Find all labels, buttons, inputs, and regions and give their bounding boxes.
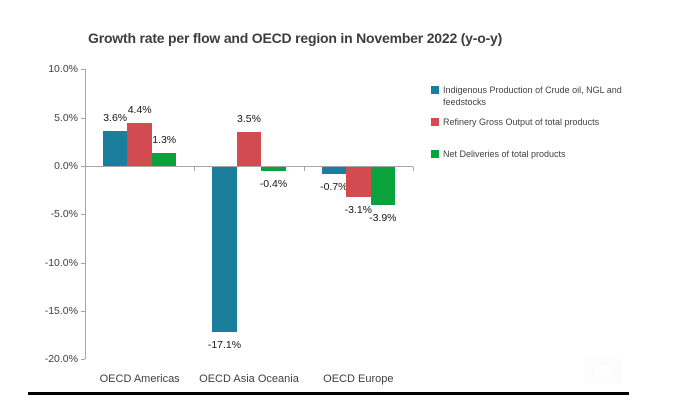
legend-label: Indigenous Production of Crude oil, NGL …	[443, 85, 622, 107]
data-label: 3.5%	[237, 113, 261, 126]
bar-series1-cat2	[346, 167, 371, 197]
data-label: 1.3%	[152, 134, 177, 147]
legend-marker-icon	[431, 118, 439, 126]
x-axis-zero-line	[85, 166, 413, 167]
y-axis-tick	[81, 311, 85, 313]
chart-title: Growth rate per flow and OECD region in …	[88, 30, 503, 46]
bar-series0-cat2	[321, 167, 347, 174]
y-axis-tick-label: -5.0%	[50, 208, 78, 221]
y-axis-tick	[81, 117, 85, 119]
legend-marker-icon	[431, 86, 439, 94]
bar-series1-cat0	[127, 123, 152, 166]
y-axis-tick-label: -15.0%	[44, 305, 78, 318]
x-axis-tick	[303, 167, 305, 171]
bar-series2-cat0	[151, 153, 177, 166]
data-label: 4.4%	[127, 104, 152, 117]
y-axis-tick	[81, 262, 85, 264]
x-axis-category-label: OECD Europe	[323, 373, 394, 385]
bar-series1-cat1	[236, 132, 262, 166]
watermark-inner	[594, 365, 612, 377]
bar-series2-cat2	[370, 167, 396, 205]
legend-label: Net Deliveries of total products	[443, 149, 566, 159]
data-label: -0.4%	[259, 177, 288, 190]
y-axis-tick-label: 10.0%	[48, 63, 78, 76]
y-axis-tick-label: -10.0%	[44, 256, 78, 269]
data-label: -3.9%	[369, 211, 397, 224]
bar-series0-cat1	[212, 167, 237, 333]
bar-series2-cat1	[261, 167, 286, 171]
legend-marker-icon	[431, 150, 439, 158]
x-axis-category-label: OECD Americas	[99, 373, 180, 385]
y-axis-tick-label: 0.0%	[54, 160, 78, 172]
legend-label: Refinery Gross Output of total products	[443, 117, 600, 127]
bar-series0-cat0	[102, 131, 128, 166]
x-axis-tick	[412, 167, 414, 171]
data-label: 3.6%	[103, 112, 128, 125]
y-axis-tick	[81, 214, 85, 216]
y-axis-tick-label: 5.0%	[54, 111, 78, 124]
data-label: -0.7%	[320, 180, 348, 193]
x-axis-tick	[194, 167, 196, 171]
watermark-box	[584, 358, 622, 384]
y-axis-tick-label: -20.0%	[44, 353, 78, 366]
data-label: -17.1%	[207, 339, 242, 352]
y-axis-tick	[81, 166, 85, 167]
y-axis-line	[85, 69, 86, 360]
y-axis-tick	[81, 69, 85, 71]
y-axis-tick	[81, 359, 85, 361]
data-label: -3.1%	[344, 203, 373, 216]
x-axis-category-label: OECD Asia Oceania	[199, 373, 299, 385]
bottom-border-line	[28, 392, 629, 395]
